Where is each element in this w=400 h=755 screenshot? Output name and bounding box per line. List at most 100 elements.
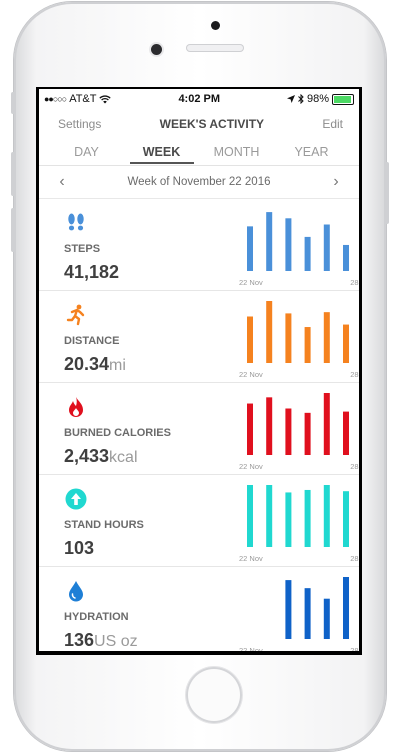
- proximity-sensor: [211, 21, 220, 30]
- metric-value: 41,182: [64, 262, 119, 283]
- chart-bar: [266, 485, 273, 547]
- navigation-bar: Settings WEEK'S ACTIVITY Edit: [39, 109, 359, 139]
- metric-row-hydration[interactable]: HYDRATION 136US oz 22 Nov 28 Nov: [39, 567, 359, 651]
- bluetooth-icon: [298, 94, 304, 104]
- footsteps-icon: [68, 213, 84, 231]
- running-icon: [66, 304, 85, 326]
- battery-percent: 98%: [306, 93, 329, 105]
- next-week-chevron-icon[interactable]: ›: [333, 173, 339, 190]
- metric-unit: US oz: [94, 633, 138, 650]
- chart-bar: [323, 598, 330, 639]
- chart-bar: [343, 411, 349, 455]
- chart-bar: [285, 492, 292, 547]
- tab-month[interactable]: MONTH: [213, 145, 260, 159]
- x-tick-label: 22 Nov: [239, 646, 263, 651]
- chart-bar: [266, 397, 273, 455]
- chart-bar: [247, 226, 253, 271]
- tab-week[interactable]: WEEK: [129, 139, 194, 164]
- chart-bar: [343, 244, 349, 271]
- chart-bar: [343, 577, 349, 639]
- volume-up-button: [11, 152, 15, 196]
- chart-bar: [285, 580, 292, 639]
- chart-bar: [285, 218, 292, 271]
- x-tick-label: 28 Nov: [350, 370, 359, 379]
- earpiece-speaker: [186, 44, 244, 52]
- clock: 4:02 PM: [178, 93, 221, 105]
- chart-bar: [323, 393, 330, 455]
- metric-row-burned-calories[interactable]: BURNED CALORIES 2,433kcal 22 Nov 28 Nov: [39, 383, 359, 475]
- chart-bar: [304, 236, 311, 271]
- x-tick-label: 28 Nov: [350, 462, 359, 471]
- volume-down-button: [11, 208, 15, 252]
- chart-bar: [304, 327, 311, 363]
- screen: ●●○○○ AT&T 4:02 PM 98% Settings WEEK'S A…: [36, 87, 362, 655]
- bar-chart-burned-calories: 22 Nov 28 Nov: [239, 393, 359, 471]
- chart-bar: [343, 491, 349, 547]
- metric-label: DISTANCE: [64, 335, 120, 347]
- chart-bar: [304, 489, 311, 547]
- status-bar: ●●○○○ AT&T 4:02 PM 98%: [39, 89, 359, 109]
- app-view: ●●○○○ AT&T 4:02 PM 98% Settings WEEK'S A…: [39, 89, 359, 651]
- carrier-name: AT&T: [69, 93, 97, 105]
- bar-chart-hydration: 22 Nov 28 Nov: [239, 577, 359, 651]
- front-camera: [151, 44, 162, 55]
- chart-bar: [323, 485, 330, 547]
- metric-unit: kcal: [109, 449, 138, 466]
- metric-label: STEPS: [64, 243, 101, 255]
- bar-chart-distance: 22 Nov 28 Nov: [239, 301, 359, 379]
- tab-day[interactable]: DAY: [74, 145, 99, 159]
- chart-bar: [304, 588, 311, 639]
- bar-chart-stand-hours: 22 Nov 28 Nov: [239, 485, 359, 563]
- chart-bar: [323, 224, 330, 271]
- metric-row-stand-hours[interactable]: STAND HOURS 103 22 Nov 28 Nov: [39, 475, 359, 567]
- x-tick-label: 22 Nov: [239, 370, 263, 379]
- battery-level: [334, 95, 351, 103]
- chart-bar: [343, 324, 349, 363]
- chart-bar: [304, 412, 311, 455]
- signal-strength-icon: ●●○○○: [44, 94, 67, 104]
- location-arrow-icon: [286, 95, 295, 103]
- metric-number: 41,182: [64, 262, 120, 282]
- x-tick-label: 28 Nov: [350, 554, 359, 563]
- x-tick-label: 22 Nov: [239, 278, 263, 287]
- chart-bar: [247, 403, 253, 455]
- x-tick-label: 28 Nov: [350, 278, 359, 287]
- metric-value: 20.34mi: [64, 354, 126, 375]
- wifi-icon: [99, 94, 112, 103]
- chart-bar: [247, 485, 253, 547]
- chart-bar: [285, 408, 292, 455]
- x-tick-label: 28 Nov: [350, 646, 359, 651]
- metric-value: 103: [64, 538, 94, 559]
- metric-label: HYDRATION: [64, 611, 129, 623]
- metric-number: 2,433: [64, 446, 110, 466]
- period-tabs: DAY WEEK MONTH YEAR: [39, 139, 359, 166]
- previous-week-chevron-icon[interactable]: ‹: [59, 173, 65, 190]
- metric-number: 20.34: [64, 354, 110, 374]
- power-button: [385, 162, 389, 224]
- mute-switch: [11, 92, 15, 114]
- up-arrow-circle-icon: [65, 488, 87, 510]
- tab-year[interactable]: YEAR: [294, 145, 329, 159]
- metric-number: 103: [64, 538, 95, 558]
- chart-bar: [247, 316, 253, 363]
- chart-bar: [266, 301, 273, 363]
- x-tick-label: 22 Nov: [239, 554, 263, 563]
- metric-row-steps[interactable]: STEPS 41,182 22 Nov 28 Nov: [39, 199, 359, 291]
- bar-chart-steps: 22 Nov 28 Nov: [239, 212, 359, 287]
- metric-row-distance[interactable]: DISTANCE 20.34mi 22 Nov 28 Nov: [39, 291, 359, 383]
- metric-unit: mi: [109, 357, 126, 374]
- x-tick-label: 22 Nov: [239, 462, 263, 471]
- flame-icon: [69, 397, 83, 417]
- settings-button[interactable]: Settings: [58, 117, 102, 131]
- water-drop-icon: [69, 581, 83, 602]
- metric-value: 136US oz: [64, 630, 138, 651]
- week-label: Week of November 22 2016: [127, 176, 271, 188]
- chart-bar: [266, 212, 273, 271]
- metric-number: 136: [64, 630, 95, 650]
- metric-label: BURNED CALORIES: [64, 427, 171, 439]
- page-title: WEEK'S ACTIVITY: [159, 117, 265, 131]
- edit-button[interactable]: Edit: [322, 117, 343, 131]
- battery-icon: [332, 93, 354, 105]
- home-button[interactable]: [186, 667, 242, 723]
- metric-value: 2,433kcal: [64, 446, 138, 467]
